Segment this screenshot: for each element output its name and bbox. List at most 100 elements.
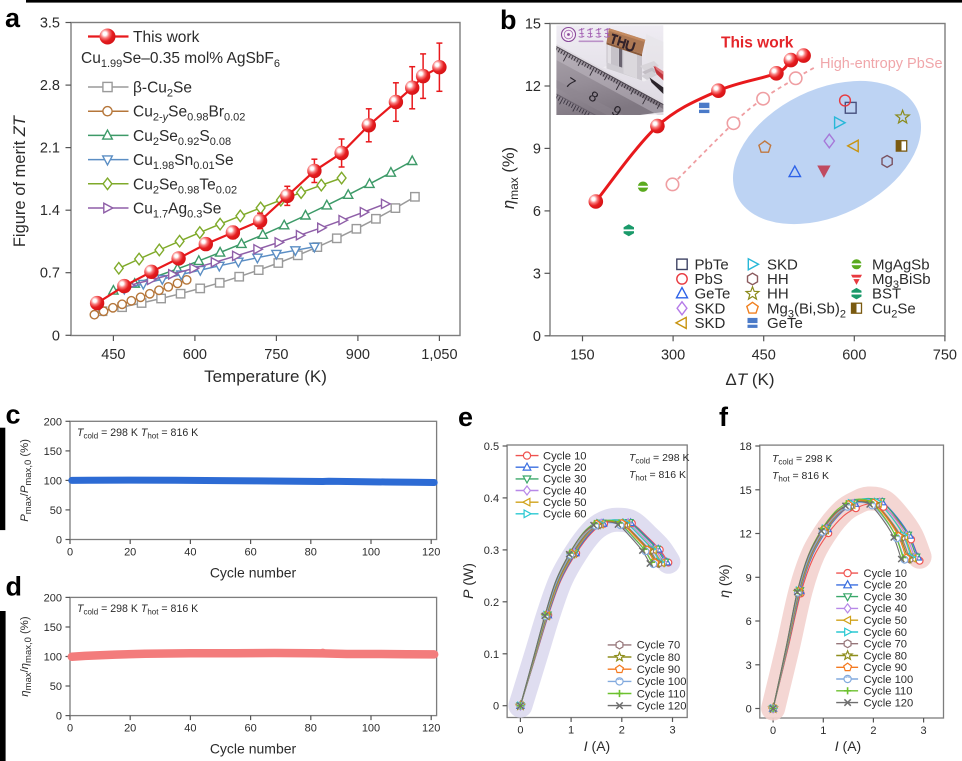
svg-text:Tcold = 298 K: Tcold = 298 K (772, 453, 833, 467)
svg-text:Cycle 60: Cycle 60 (864, 627, 908, 639)
svg-text:GeTe: GeTe (695, 286, 731, 303)
svg-text:This work: This work (721, 35, 794, 52)
svg-text:40: 40 (184, 723, 196, 735)
svg-text:SKD: SKD (767, 256, 798, 273)
svg-text:Cycle 10: Cycle 10 (543, 450, 587, 462)
svg-text:Cycle 30: Cycle 30 (864, 591, 908, 603)
svg-text:I (A): I (A) (835, 738, 861, 754)
svg-text:0: 0 (517, 725, 523, 737)
svg-text:18: 18 (740, 441, 752, 453)
svg-text:Mg3BiSb: Mg3BiSb (872, 271, 931, 291)
svg-text:0: 0 (770, 725, 776, 737)
svg-text:9: 9 (746, 572, 752, 584)
svg-text:2.1: 2.1 (40, 141, 60, 157)
svg-text:ηmax/ηmax,0 (%): ηmax/ηmax,0 (%) (19, 616, 34, 696)
svg-text:η (%): η (%) (716, 564, 732, 597)
svg-text:6: 6 (533, 204, 541, 220)
svg-text:f: f (719, 402, 729, 432)
svg-text:150: 150 (44, 446, 62, 458)
svg-text:15: 15 (740, 485, 752, 497)
svg-text:1,050: 1,050 (421, 347, 457, 363)
svg-text:0: 0 (52, 328, 60, 344)
svg-text:HH: HH (767, 271, 789, 288)
svg-text:0: 0 (56, 535, 62, 547)
svg-text:120: 120 (422, 723, 440, 735)
svg-text:Cycle 40: Cycle 40 (864, 603, 908, 615)
svg-text:This work: This work (133, 29, 200, 46)
svg-text:3: 3 (533, 266, 541, 282)
svg-text:60: 60 (244, 547, 256, 559)
svg-text:300: 300 (661, 347, 685, 363)
svg-text:Temperature (K): Temperature (K) (204, 367, 327, 386)
svg-text:12: 12 (740, 529, 752, 541)
svg-text:0: 0 (67, 547, 73, 559)
svg-text:Tcold = 298 K Thot = 816 K: Tcold = 298 K Thot = 816 K (77, 427, 198, 441)
svg-text:100: 100 (44, 475, 62, 487)
svg-text:2: 2 (870, 725, 876, 737)
svg-text:100: 100 (362, 723, 380, 735)
svg-text:Cycle 40: Cycle 40 (543, 485, 587, 497)
svg-text:0.3: 0.3 (484, 545, 499, 557)
svg-text:Cycle 10: Cycle 10 (864, 568, 908, 580)
svg-text:Cu2Se0.98Te0.02: Cu2Se0.98Te0.02 (133, 176, 237, 196)
svg-text:0: 0 (56, 711, 62, 723)
svg-text:450: 450 (752, 347, 776, 363)
svg-text:0: 0 (746, 704, 752, 716)
svg-text:600: 600 (842, 347, 866, 363)
svg-text:20: 20 (124, 547, 136, 559)
svg-text:0.7: 0.7 (40, 266, 60, 282)
svg-text:3: 3 (669, 725, 675, 737)
svg-text:Cycle 50: Cycle 50 (864, 615, 908, 627)
svg-text:Cycle 30: Cycle 30 (543, 474, 587, 486)
svg-text:Cycle number: Cycle number (210, 565, 297, 581)
svg-text:0: 0 (67, 723, 73, 735)
svg-text:Cycle 110: Cycle 110 (637, 688, 686, 700)
svg-text:60: 60 (244, 723, 256, 735)
svg-text:Cycle 20: Cycle 20 (864, 580, 908, 592)
svg-text:Thot = 816 K: Thot = 816 K (772, 470, 829, 484)
svg-text:200: 200 (44, 416, 62, 428)
svg-text:Tcold = 298 K: Tcold = 298 K (629, 452, 690, 466)
svg-text:50: 50 (50, 681, 62, 693)
svg-text:SKD: SKD (695, 300, 726, 317)
svg-text:b: b (500, 5, 517, 35)
svg-text:β-Cu2Se: β-Cu2Se (133, 80, 192, 100)
svg-text:Cu1.98Sn0.01Se: Cu1.98Sn0.01Se (133, 152, 234, 172)
svg-text:Cycle 90: Cycle 90 (637, 664, 681, 676)
svg-text:Cu2Se: Cu2Se (872, 300, 916, 320)
svg-text:c: c (6, 399, 21, 429)
svg-text:Thot = 816 K: Thot = 816 K (629, 469, 686, 483)
svg-text:Cycle 90: Cycle 90 (864, 662, 908, 674)
svg-text:0.1: 0.1 (484, 649, 499, 661)
svg-text:d: d (6, 571, 23, 601)
svg-text:Pmax/Pmax,0 (%): Pmax/Pmax,0 (%) (19, 439, 34, 522)
svg-text:High-entropy PbSe: High-entropy PbSe (820, 56, 943, 72)
svg-text:Cycle 80: Cycle 80 (637, 652, 681, 664)
svg-text:Cycle 120: Cycle 120 (864, 697, 914, 709)
svg-text:100: 100 (44, 652, 62, 664)
svg-text:2: 2 (619, 725, 625, 737)
svg-text:0: 0 (533, 329, 541, 345)
svg-text:Cycle 120: Cycle 120 (637, 700, 687, 712)
svg-text:200: 200 (44, 592, 62, 604)
svg-text:150: 150 (570, 347, 594, 363)
svg-text:3: 3 (746, 660, 752, 672)
svg-text:Mg3(Bi,Sb)2: Mg3(Bi,Sb)2 (767, 300, 846, 320)
svg-text:1: 1 (568, 725, 574, 737)
svg-text:Cycle 50: Cycle 50 (543, 497, 587, 509)
svg-text:Tcold = 298 K Thot = 816 K: Tcold = 298 K Thot = 816 K (77, 603, 198, 617)
svg-text:Cycle 60: Cycle 60 (543, 509, 587, 521)
svg-text:750: 750 (933, 347, 957, 363)
svg-text:Cycle 20: Cycle 20 (543, 462, 587, 474)
svg-text:750: 750 (264, 347, 288, 363)
svg-text:80: 80 (305, 547, 317, 559)
svg-text:Cycle 70: Cycle 70 (637, 640, 681, 652)
svg-text:ΔT (K): ΔT (K) (725, 370, 774, 389)
svg-text:1: 1 (820, 725, 826, 737)
svg-text:3: 3 (921, 725, 927, 737)
svg-text:0.2: 0.2 (484, 597, 499, 609)
svg-text:3.5: 3.5 (40, 16, 60, 32)
svg-text:ηmax (%): ηmax (%) (500, 147, 521, 209)
svg-text:Cycle 80: Cycle 80 (864, 650, 908, 662)
svg-text:Cycle 110: Cycle 110 (864, 686, 913, 698)
